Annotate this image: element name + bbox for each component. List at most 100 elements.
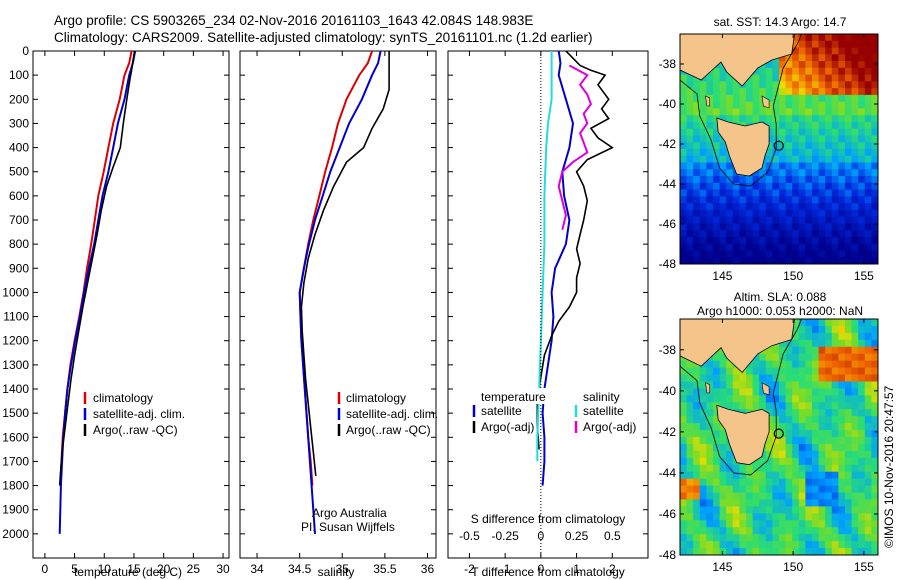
map-cell [732,520,740,528]
map-cell [798,115,806,123]
map-cell [785,243,793,252]
map-cell [871,108,878,116]
map-cell [772,115,780,123]
map-cell [805,416,813,424]
map-cell [864,216,872,225]
map-cell [732,108,740,116]
map-cell [772,216,780,225]
map-cell [812,534,820,542]
map-cell [772,250,780,258]
map-cell [779,155,787,164]
map-cell [864,223,872,231]
map-cell [871,346,878,355]
map-cell [812,243,820,252]
map-cell [864,243,872,252]
map-cell [818,437,826,445]
map-cell [831,374,839,383]
map-cell [713,541,721,549]
map-cell [818,176,826,184]
map-cell [706,149,714,157]
map-cell [805,34,813,42]
map-cell [772,257,780,264]
map-cell [759,513,767,521]
map-cell [858,430,866,438]
map-cell [812,319,820,327]
map-cell [706,513,714,521]
map-cell [699,423,707,431]
map-cell [765,108,773,116]
y-tick-label: 1200 [2,334,29,348]
map-cell [785,169,793,177]
difference-legend: temperature salinity satellite Argo(-adj… [470,388,636,434]
map-cell [699,88,707,96]
map-cell [812,115,820,123]
map-cell [686,121,694,130]
map-cell [838,115,846,123]
map-cell [812,81,820,89]
map-cell [706,395,714,403]
map-cell [686,541,694,549]
map-cell [680,548,688,555]
map-cell [719,360,727,369]
map-cell [818,388,826,396]
map-cell [792,115,800,123]
map-cell [779,360,787,369]
map-cell [812,430,820,438]
map-cell [713,257,721,264]
map-cell [699,520,707,528]
map-cell [838,527,846,535]
map-cell [759,541,767,549]
map-cell [864,34,872,42]
map-cell [699,169,707,177]
map-cell [864,81,872,89]
map-cell [772,492,780,501]
map-cell [713,121,721,130]
map-cell [812,388,820,396]
map-cell [772,520,780,528]
map-cell [759,223,767,231]
map-cell [831,548,839,555]
map-cell [838,416,846,424]
map-cell [812,548,820,555]
map-cell [765,176,773,184]
map-cell [693,189,701,197]
map-cell [805,135,813,143]
map-cell [785,230,793,238]
map-cell [699,101,707,110]
x-tick-label: 0 [42,562,49,576]
map-cell [792,182,800,191]
map-cell [680,236,688,245]
map-cell [726,94,734,103]
map-cell [798,332,806,341]
map-cell [825,54,833,62]
map-cell [785,534,793,542]
map-cell [713,534,721,542]
map-cell [864,548,872,555]
map-cell [798,54,806,62]
map-cell [680,443,688,452]
map-cell [772,506,780,514]
temperature-axes [32,50,230,559]
map-cell [765,346,773,355]
map-cell [825,67,833,76]
map-cell [864,485,872,494]
map-cell [831,464,839,473]
map-cell [772,464,780,473]
map-cell [772,541,780,549]
map-cell [845,319,853,327]
map-cell [851,67,859,76]
map-cell [812,189,820,197]
map-cell [752,209,760,218]
map-cell [831,471,839,480]
map-cell [858,437,866,445]
map-cell [732,506,740,514]
map-cell [772,94,780,103]
map-cell [851,54,859,62]
map-cell [838,443,846,452]
map-cell [798,471,806,480]
map-cell [686,457,694,466]
map-cell [818,416,826,424]
map-cell [706,534,714,542]
map-cell [798,437,806,445]
map-cell [699,115,707,123]
